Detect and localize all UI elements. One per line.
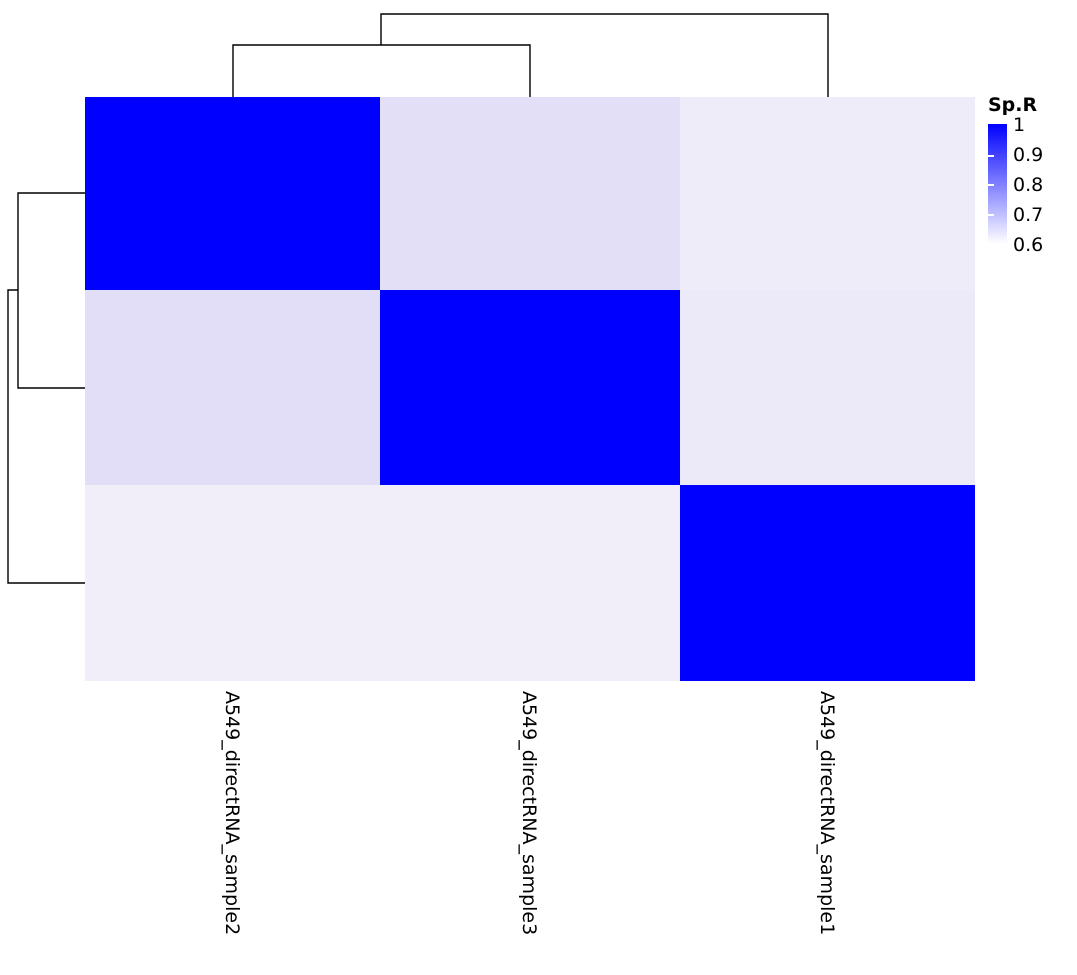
heatmap-cell [380,290,680,485]
legend-tick-label: 1 [1013,114,1026,136]
row-dendrogram [7,192,85,584]
legend-tick-label: 0.8 [1013,174,1044,196]
heatmap-cell [680,290,975,485]
heatmap-cell [380,97,680,290]
legend-tick-mark [988,184,994,186]
column-label: A549_directRNA_sample3 [518,691,540,936]
heatmap-grid [85,97,975,681]
heatmap-cell [85,290,380,485]
column-label: A549_directRNA_sample2 [221,691,243,936]
column-dendrogram [232,13,829,97]
heatmap-cell [680,485,975,681]
legend-tick-label: 0.9 [1013,144,1044,166]
legend-tick-mark [988,214,994,216]
legend-tick-mark [988,155,994,157]
heatmap-cell [380,485,680,681]
color-legend: Sp.R 1 0.9 0.8 0.7 0.6 [988,94,1073,264]
legend-tick-mark [988,244,994,246]
legend-tick-label: 0.7 [1013,204,1044,226]
heatmap-cell [680,97,975,290]
heatmap-cell [85,485,380,681]
column-label: A549_directRNA_sample1 [816,691,838,936]
legend-tick-label: 0.6 [1013,234,1044,256]
legend-title: Sp.R [988,94,1038,116]
heatmap-cell [85,97,380,290]
legend-colorbar [988,124,1007,246]
